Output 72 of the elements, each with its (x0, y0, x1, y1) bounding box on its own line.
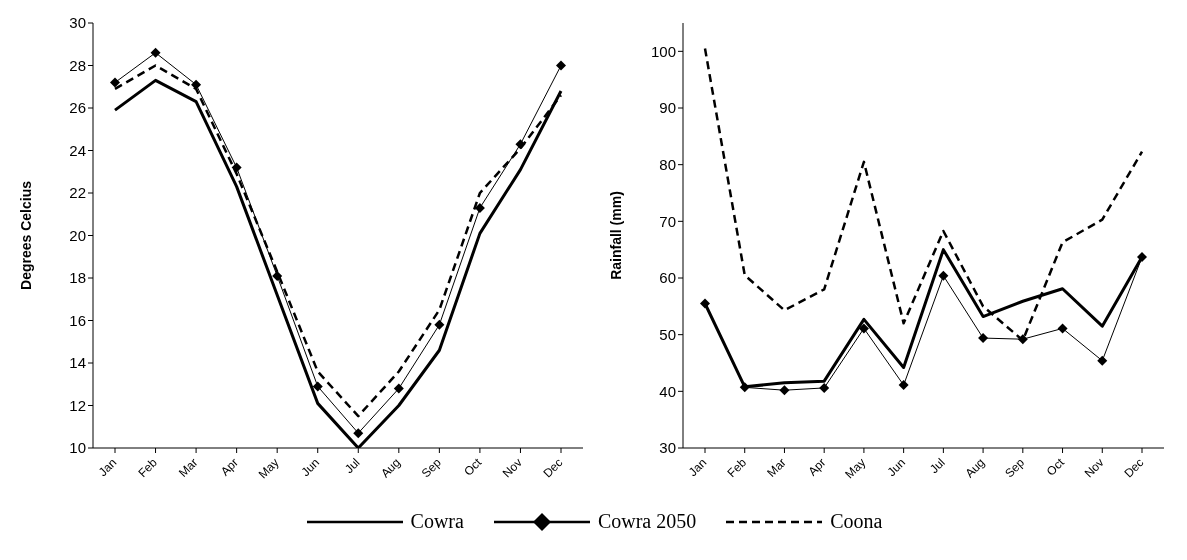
point (150, 47, 161, 58)
y-tick-label: 70 (659, 212, 676, 230)
point (474, 202, 485, 213)
y-tick-label: 40 (659, 382, 676, 400)
y-tick-label: 50 (659, 325, 676, 343)
y-axis-title: Degrees Celcius (17, 180, 34, 290)
y-tick-label: 30 (69, 14, 86, 32)
y-tick-label: 24 (69, 141, 86, 159)
y-tick-label: 30 (659, 439, 676, 457)
x-tick-label: Sep (1002, 455, 1028, 481)
legend-label: Cowra (410, 510, 464, 533)
point (1097, 355, 1108, 366)
point (938, 270, 949, 281)
x-tick-label: Jun (298, 455, 323, 480)
y-tick-label: 20 (69, 226, 86, 244)
y-tick-label: 12 (69, 396, 86, 414)
point (353, 428, 364, 439)
x-tick-label: Mar (764, 455, 789, 480)
x-tick-label: Jan (95, 455, 120, 480)
y-tick-label: 90 (659, 99, 676, 117)
x-tick-label: Feb (135, 455, 161, 480)
y-tick-label: 16 (69, 311, 86, 329)
x-tick-label: Sep (418, 455, 444, 481)
point (434, 319, 445, 330)
x-tick-label: Apr (217, 455, 241, 479)
point (1017, 334, 1028, 345)
point (819, 382, 830, 393)
legend-label: Cowra 2050 (597, 510, 697, 533)
x-tick-label: Mar (175, 455, 201, 480)
y-tick-label: 10 (69, 439, 86, 457)
point (312, 381, 323, 392)
x-tick-label: Nov (1081, 455, 1107, 481)
y-tick-label: 14 (69, 354, 86, 372)
point (231, 162, 242, 173)
point (978, 333, 989, 344)
x-tick-label: Dec (540, 455, 566, 481)
y-tick-label: 18 (69, 269, 86, 287)
x-tick-label: Aug (962, 455, 988, 481)
point (779, 385, 790, 396)
x-tick-label: Apr (805, 455, 829, 479)
point (272, 270, 283, 281)
point (191, 79, 202, 90)
point (700, 298, 710, 309)
y-tick-label: 100 (650, 42, 676, 60)
x-tick-label: Jun (884, 455, 908, 480)
x-tick-label: May (255, 455, 282, 482)
x-tick-label: Feb (724, 455, 750, 480)
x-tick-label: Aug (378, 455, 404, 481)
point (1137, 252, 1147, 263)
legend-label: Coona (830, 510, 883, 533)
x-tick-label: Dec (1121, 455, 1147, 481)
point (556, 60, 566, 71)
x-tick-label: Jul (341, 455, 363, 477)
x-tick-label: Nov (499, 455, 525, 481)
y-tick-label: 80 (659, 155, 676, 173)
x-tick-label: Jan (685, 455, 710, 480)
y-tick-label: 28 (69, 56, 86, 74)
y-tick-label: 26 (69, 99, 86, 117)
y-tick-label: 22 (69, 184, 86, 202)
point (739, 382, 750, 393)
x-tick-label: May (842, 455, 869, 482)
y-axis-title: Rainfall (mm) (607, 191, 624, 280)
point (393, 383, 404, 394)
point (858, 323, 869, 334)
point (898, 380, 909, 391)
x-tick-label: Jul (926, 455, 948, 477)
point (1057, 323, 1068, 334)
point (110, 77, 120, 88)
point (515, 139, 526, 150)
y-tick-label: 60 (659, 269, 676, 287)
x-tick-label: Oct (461, 455, 485, 479)
x-tick-label: Oct (1043, 455, 1068, 479)
